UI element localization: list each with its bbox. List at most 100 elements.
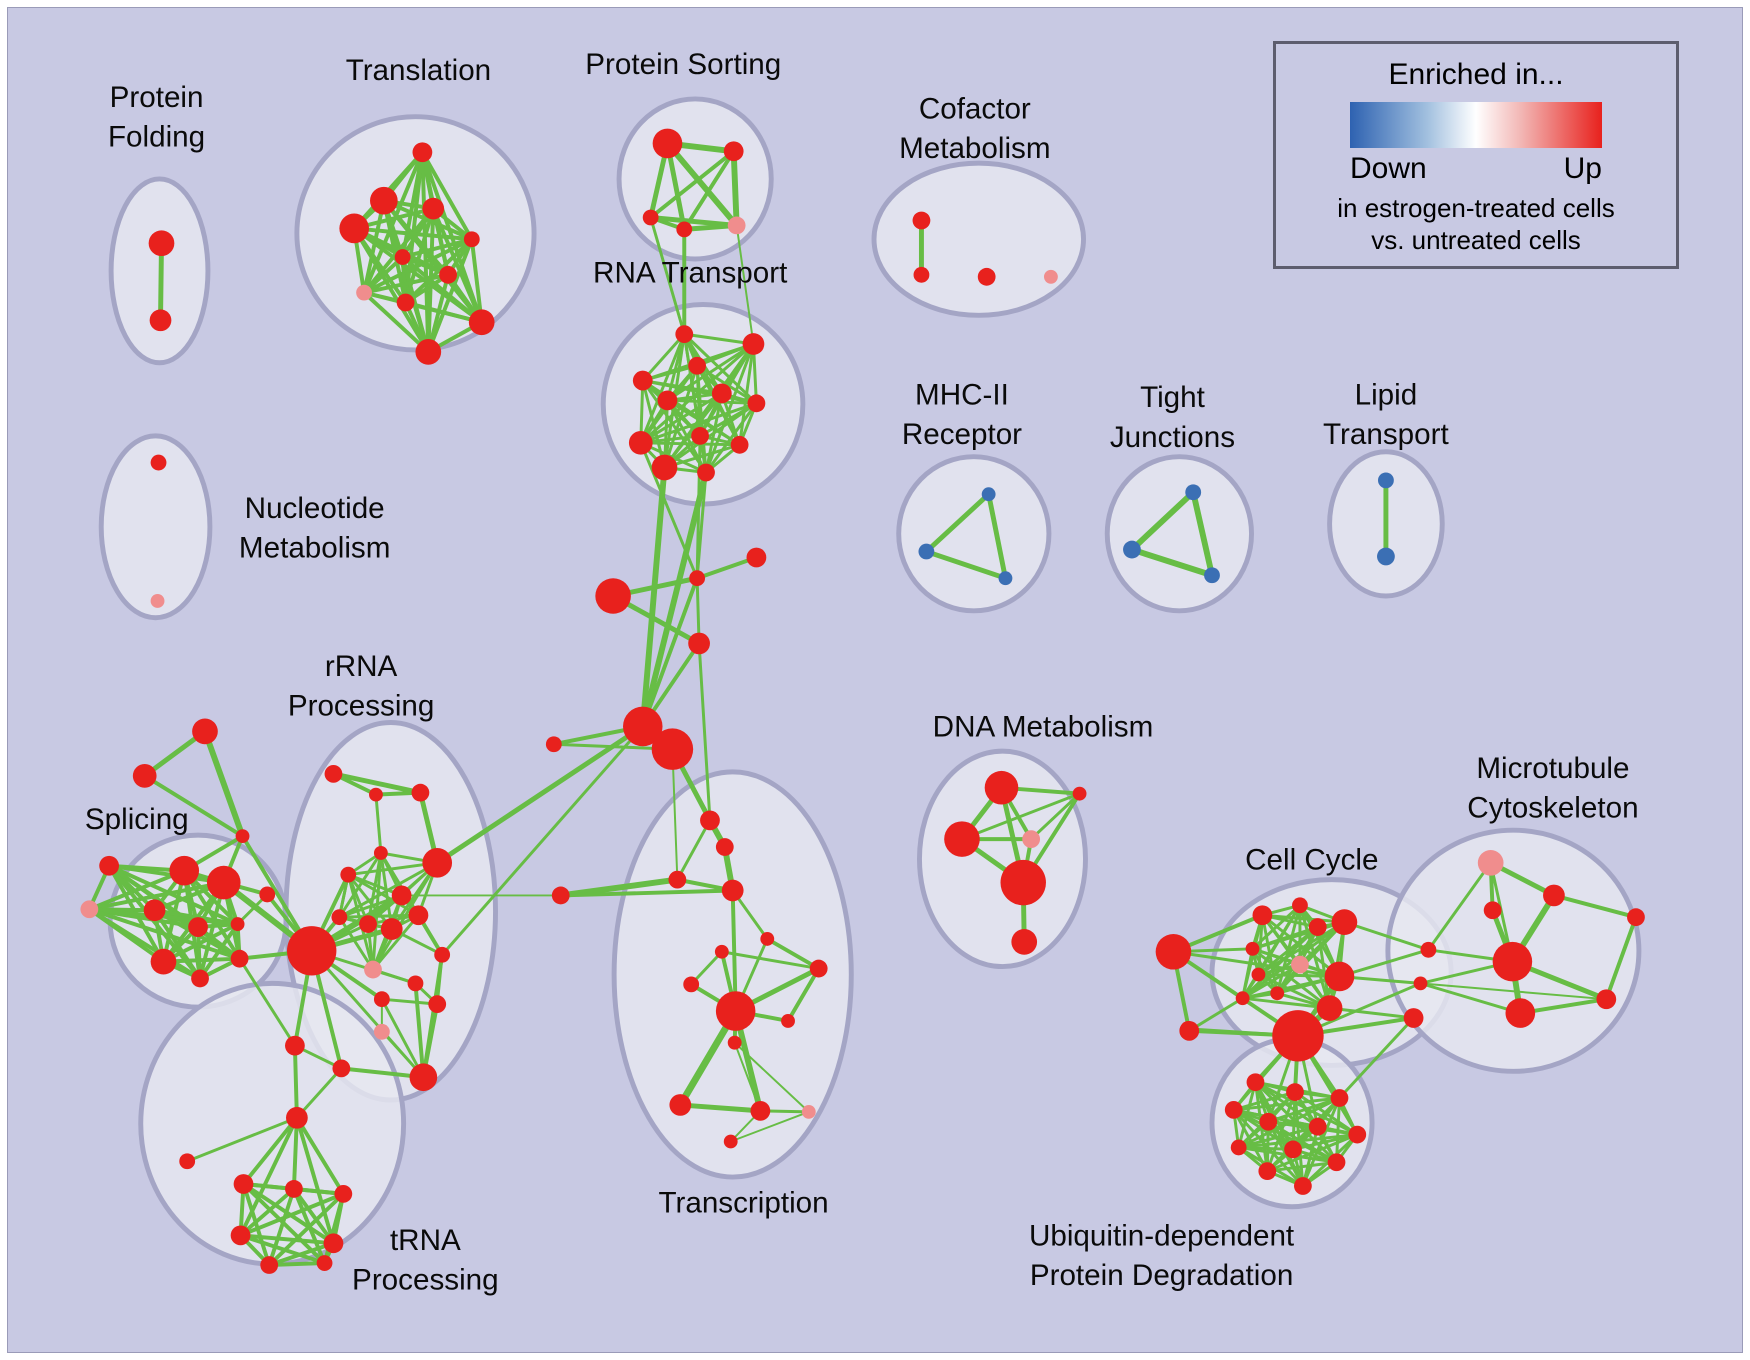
edge-rrna-core-N7-N17[interactable]: [337, 861, 439, 919]
node-R5[interactable]: [657, 390, 678, 411]
node-S4[interactable]: [676, 221, 693, 238]
node-MH3[interactable]: [998, 571, 1013, 586]
node-M2[interactable]: [332, 1059, 351, 1078]
edge-ubiquitin-V7-V9[interactable]: [1291, 1133, 1359, 1151]
node-C5[interactable]: [1308, 918, 1327, 936]
edge-Q0-Q3[interactable]: [294, 1115, 346, 1196]
edge-translation-T8-T11[interactable]: [362, 290, 431, 354]
edge-ubiquitin-V10-V11[interactable]: [1265, 1160, 1338, 1173]
edge-R8-I1[interactable]: [695, 434, 702, 580]
edge-rna-transport-R5-R7[interactable]: [665, 398, 758, 405]
edge-cell-cycle-core-C8-C11[interactable]: [1251, 947, 1279, 995]
edge-I1-HA[interactable]: [640, 576, 700, 729]
node-T10[interactable]: [468, 309, 495, 336]
edge-I4-X1[interactable]: [697, 641, 712, 822]
edge-translation-T6-T8[interactable]: [362, 255, 405, 295]
node-N6[interactable]: [391, 885, 412, 906]
edge-trna-ring-Q2-Q5[interactable]: [291, 1186, 336, 1246]
edge-Q0-Q6[interactable]: [185, 1116, 299, 1163]
edge-X12-X14[interactable]: [733, 1041, 762, 1112]
node-R9[interactable]: [628, 430, 653, 455]
node-LT1[interactable]: [1378, 472, 1394, 489]
node-U5[interactable]: [1505, 998, 1536, 1028]
node-R4[interactable]: [688, 356, 707, 375]
node-P3[interactable]: [143, 899, 166, 922]
edge-X5-X4[interactable]: [558, 888, 735, 898]
node-N13[interactable]: [428, 995, 447, 1014]
edge-X1-X3[interactable]: [675, 818, 712, 882]
node-X16[interactable]: [723, 1134, 738, 1149]
edge-Q0-Q4[interactable]: [238, 1115, 299, 1238]
edge-rna-transport-R1-R2[interactable]: [682, 332, 755, 346]
node-C12[interactable]: [1324, 961, 1355, 992]
edge-translation-T4-T5[interactable]: [352, 226, 474, 242]
edge-HB-X3[interactable]: [671, 748, 679, 881]
edge-A1-A3[interactable]: [202, 728, 246, 840]
node-MH2[interactable]: [918, 543, 935, 560]
edge-trna-ring-Q1-Q7[interactable]: [241, 1182, 272, 1268]
node-K1[interactable]: [1420, 941, 1437, 958]
edge-cell-cycle-core-C9-C13[interactable]: [1256, 973, 1332, 1010]
edge-D2-D4[interactable]: [1029, 792, 1082, 841]
node-X15[interactable]: [801, 1104, 816, 1119]
node-A3[interactable]: [235, 829, 250, 844]
edge-N12-N16[interactable]: [380, 997, 425, 1079]
edge-S2-S4[interactable]: [682, 149, 736, 232]
edge-rna-transport-R1-R9[interactable]: [639, 332, 686, 445]
node-S5[interactable]: [727, 216, 746, 235]
node-M1[interactable]: [285, 1035, 305, 1056]
edge-R12-HA[interactable]: [639, 469, 709, 730]
node-N12[interactable]: [373, 991, 390, 1008]
node-R12[interactable]: [697, 463, 715, 482]
edge-trna-ring-Q2-Q7[interactable]: [267, 1186, 296, 1268]
edge-splicing-P2-SP9[interactable]: [87, 880, 226, 912]
node-P2[interactable]: [206, 865, 241, 900]
node-R6[interactable]: [711, 383, 732, 404]
node-X9[interactable]: [683, 976, 700, 993]
edge-R9-I1[interactable]: [639, 441, 699, 580]
edge-trna-ring-Q3-Q4[interactable]: [238, 1191, 346, 1238]
node-Q2[interactable]: [285, 1180, 303, 1198]
node-N3[interactable]: [411, 783, 430, 802]
node-V8[interactable]: [1230, 1139, 1247, 1156]
edge-Q0-Q5[interactable]: [294, 1115, 336, 1246]
edge-cell-cycle-core-C4-C8[interactable]: [1251, 903, 1302, 951]
node-T1[interactable]: [412, 142, 433, 163]
edge-trna-ring-Q5-Q7[interactable]: [267, 1241, 336, 1268]
node-T5[interactable]: [463, 231, 480, 248]
node-J1[interactable]: [1180, 1020, 1197, 1037]
node-P5[interactable]: [230, 917, 245, 932]
node-D1[interactable]: [984, 770, 1019, 805]
edge-M1-P8[interactable]: [238, 957, 297, 1048]
edge-rna-transport-R7-R12[interactable]: [704, 401, 758, 474]
edge-S5-R2[interactable]: [735, 224, 755, 345]
edge-PF1-PF2[interactable]: [158, 240, 164, 323]
edge-trna-ring-Q2-Q4[interactable]: [238, 1186, 296, 1238]
edge-S2-S5[interactable]: [730, 148, 740, 229]
node-D4[interactable]: [1022, 830, 1041, 848]
node-I5[interactable]: [545, 736, 562, 753]
node-P0[interactable]: [99, 855, 119, 876]
node-N2[interactable]: [369, 787, 383, 802]
node-X4[interactable]: [721, 879, 744, 902]
node-R7[interactable]: [747, 394, 766, 413]
node-TJ1[interactable]: [1185, 484, 1202, 501]
node-V11[interactable]: [1258, 1162, 1277, 1181]
node-V6[interactable]: [1308, 1117, 1327, 1136]
edge-X16-X15[interactable]: [729, 1110, 810, 1143]
node-PF2[interactable]: [149, 309, 172, 332]
node-B1[interactable]: [259, 886, 276, 903]
node-HB[interactable]: [651, 728, 694, 770]
node-N15[interactable]: [373, 1023, 390, 1040]
edge-splicing-P5-SP9[interactable]: [87, 907, 240, 927]
edge-rrna-core-N5-N7[interactable]: [346, 861, 439, 877]
node-T4[interactable]: [339, 213, 370, 244]
node-V10[interactable]: [1327, 1153, 1346, 1172]
node-N16[interactable]: [409, 1063, 438, 1092]
edge-C1-C12[interactable]: [1171, 950, 1341, 978]
edge-translation-T1-T8[interactable]: [362, 150, 425, 295]
node-A2[interactable]: [132, 764, 157, 788]
edge-Q0-Q1[interactable]: [241, 1115, 299, 1186]
edge-HA-N7[interactable]: [434, 723, 646, 866]
edge-TJ1-TJ2[interactable]: [1128, 489, 1197, 553]
